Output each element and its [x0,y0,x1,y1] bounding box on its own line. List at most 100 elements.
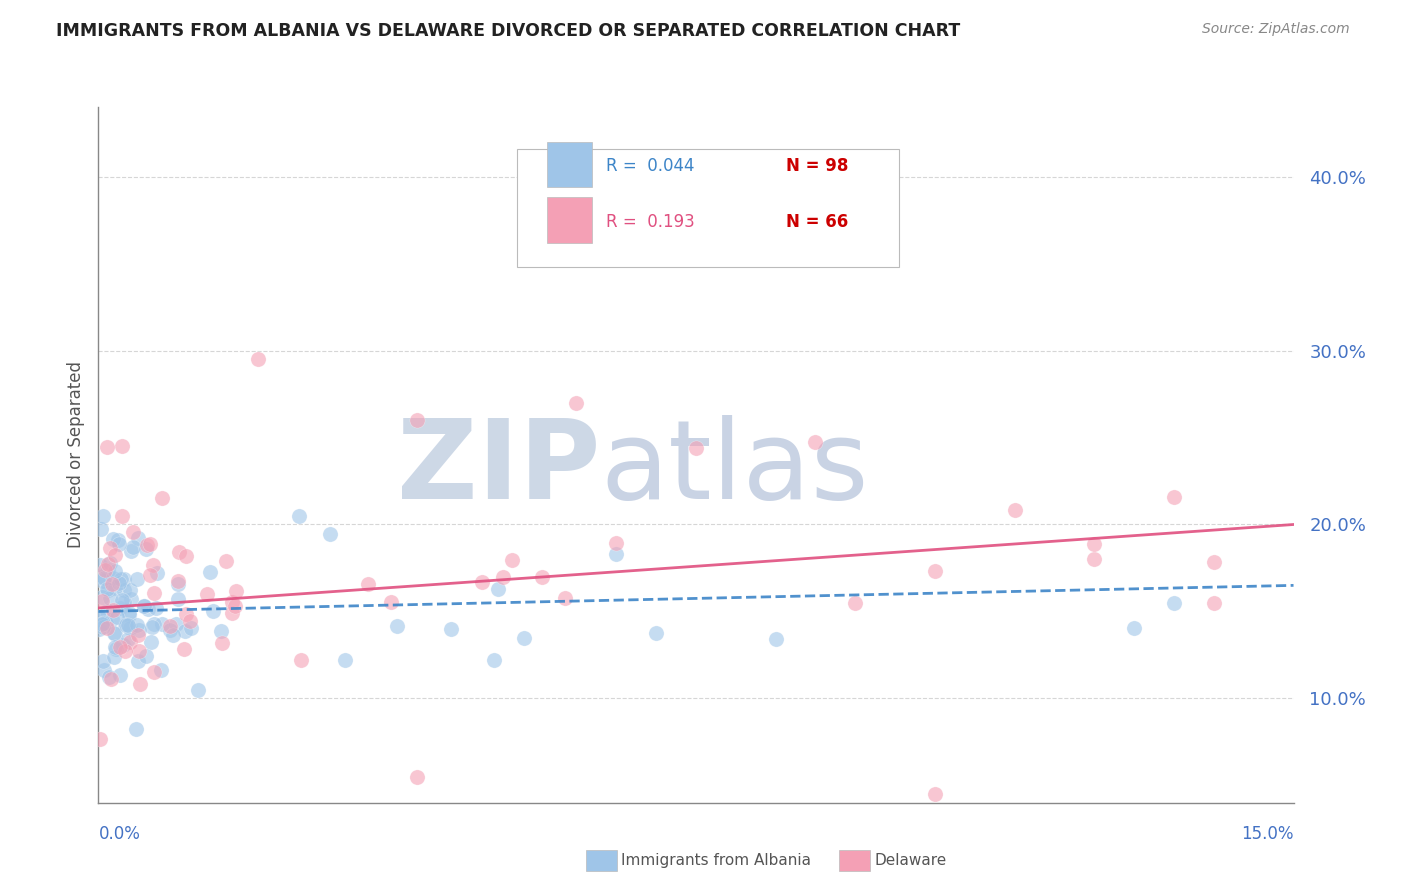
Point [162,628,184,642]
Text: Delaware: Delaware [875,854,946,868]
Point [1202,555,1225,569]
Point [440,623,463,637]
Point [93,664,115,678]
Point [554,591,576,606]
Point [118,621,141,635]
Point [159,624,181,638]
Point [209,624,232,638]
Point [246,352,269,367]
Point [101,603,124,617]
Point [107,537,129,551]
Point [195,587,218,601]
Point [105,642,128,657]
Point [180,621,202,635]
Point [198,566,221,580]
Point [125,618,148,632]
Point [104,640,127,655]
Point [112,572,135,586]
Point [103,649,125,664]
Text: Immigrants from Albania: Immigrants from Albania [621,854,811,868]
Text: Source: ZipAtlas.com: Source: ZipAtlas.com [1202,22,1350,37]
Point [290,653,312,667]
Point [94,563,117,577]
Point [110,572,132,586]
Point [91,590,114,604]
Point [924,787,946,801]
Point [159,618,181,632]
Point [844,596,866,610]
Point [501,553,523,567]
Point [117,618,139,632]
Point [605,547,627,561]
Point [101,612,124,626]
Point [104,564,127,578]
Point [90,594,112,608]
Point [804,434,827,449]
Point [104,627,127,641]
Point [406,413,429,427]
Point [87,570,110,584]
Point [406,770,429,784]
Point [139,537,162,551]
Point [150,617,173,632]
Point [125,572,148,586]
Point [120,544,142,558]
Point [127,531,149,545]
Point [173,642,195,657]
Text: R =  0.193: R = 0.193 [606,213,695,231]
Point [143,586,166,600]
Point [201,604,224,618]
Point [645,625,668,640]
Point [486,582,509,596]
Point [108,640,131,655]
Text: atlas: atlas [600,416,869,523]
Point [1163,490,1185,504]
FancyBboxPatch shape [547,197,592,243]
Point [531,570,554,584]
Point [103,626,125,640]
Point [685,239,707,253]
Point [1123,621,1146,635]
Point [167,574,190,588]
Y-axis label: Divorced or Separated: Divorced or Separated [66,361,84,549]
Point [118,608,141,623]
Point [100,672,122,686]
Point [112,583,135,598]
Point [146,566,169,581]
Point [319,527,342,541]
Point [118,583,141,598]
Point [132,599,155,614]
Point [96,582,118,597]
Point [1202,596,1225,610]
Point [924,564,946,578]
Point [150,663,173,677]
Point [87,609,110,624]
Point [288,509,311,524]
Point [91,615,114,630]
Point [135,538,157,552]
Point [167,592,190,607]
Text: R =  0.044: R = 0.044 [606,157,695,175]
FancyBboxPatch shape [547,142,592,187]
Point [111,638,134,652]
Point [96,440,118,454]
Point [143,665,166,680]
Point [380,595,402,609]
Point [90,522,112,536]
Point [128,623,150,637]
Point [117,607,139,621]
Point [101,577,124,591]
Point [104,581,127,595]
Point [139,635,162,649]
Point [114,617,136,632]
Point [1163,596,1185,610]
Text: ZIP: ZIP [396,416,600,523]
Point [121,524,143,539]
Point [93,571,115,585]
Point [97,670,120,684]
FancyBboxPatch shape [517,149,900,267]
Point [138,567,160,582]
Point [224,599,246,614]
Point [174,549,197,563]
Point [125,722,148,736]
